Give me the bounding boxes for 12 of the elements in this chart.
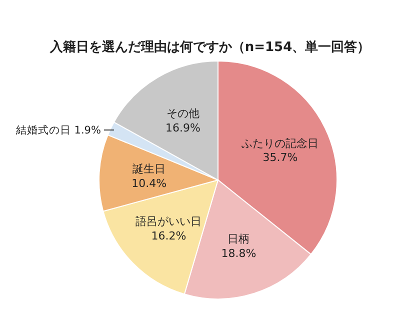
slice-label: その他 [166, 107, 200, 120]
slice-label: 結婚式の日 1.9% [14, 124, 101, 137]
data-label: 10.4% [132, 176, 167, 190]
data-label: 18.8% [221, 246, 256, 260]
slice-label: ふたりの記念日 [240, 136, 319, 150]
slice-label: 語呂がいい日 [136, 215, 202, 228]
slice-label: 誕生日 [132, 162, 166, 176]
slice-label: 日柄 [228, 232, 250, 246]
data-label: 16.9% [166, 122, 200, 134]
chart-title: 入籍日を選んだ理由は何ですか（n=154、単一回答） [48, 38, 372, 56]
data-label: 35.7% [262, 151, 298, 164]
data-label: 16.2% [151, 229, 186, 242]
